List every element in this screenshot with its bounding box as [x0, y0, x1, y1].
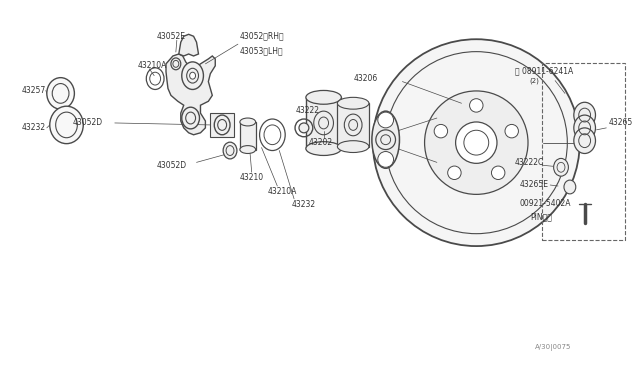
- Circle shape: [424, 91, 528, 195]
- Ellipse shape: [214, 115, 230, 135]
- Text: 43232: 43232: [21, 124, 45, 132]
- Bar: [240, 122, 255, 150]
- Text: A/30|0075: A/30|0075: [536, 344, 572, 351]
- Bar: [211, 113, 234, 137]
- Circle shape: [373, 39, 580, 246]
- Circle shape: [378, 112, 394, 128]
- Ellipse shape: [223, 142, 237, 159]
- Ellipse shape: [240, 145, 255, 154]
- Text: 43265: 43265: [608, 118, 632, 128]
- Circle shape: [299, 123, 309, 133]
- Bar: [306, 97, 341, 148]
- Text: 43222: 43222: [296, 106, 320, 115]
- Text: 43222C: 43222C: [515, 158, 544, 167]
- Ellipse shape: [182, 107, 200, 129]
- Text: 43206: 43206: [353, 74, 378, 83]
- Text: 43232: 43232: [292, 200, 316, 209]
- Circle shape: [448, 166, 461, 180]
- Ellipse shape: [337, 97, 369, 109]
- Ellipse shape: [564, 180, 576, 194]
- Ellipse shape: [50, 106, 83, 144]
- Circle shape: [492, 166, 505, 180]
- Text: 43210A: 43210A: [138, 61, 167, 70]
- Text: 43052D: 43052D: [156, 161, 186, 170]
- Text: 43052〈RH〉: 43052〈RH〉: [240, 32, 285, 41]
- Ellipse shape: [240, 118, 255, 126]
- Polygon shape: [179, 34, 198, 56]
- Text: (2): (2): [529, 77, 540, 84]
- Polygon shape: [166, 54, 215, 135]
- Ellipse shape: [574, 102, 595, 128]
- Text: 43053〈LH〉: 43053〈LH〉: [240, 46, 284, 55]
- Ellipse shape: [171, 58, 180, 70]
- Ellipse shape: [182, 62, 204, 89]
- Circle shape: [464, 130, 489, 155]
- Text: 43210A: 43210A: [268, 187, 297, 196]
- Text: 43202: 43202: [309, 138, 333, 147]
- Circle shape: [434, 124, 447, 138]
- Ellipse shape: [372, 111, 399, 168]
- Text: 43257: 43257: [21, 86, 45, 95]
- Circle shape: [378, 151, 394, 167]
- Text: Ⓝ 08911-6241A: Ⓝ 08911-6241A: [515, 66, 573, 75]
- Bar: [337, 103, 369, 147]
- Circle shape: [470, 99, 483, 112]
- Text: 43210: 43210: [240, 173, 264, 182]
- Ellipse shape: [554, 158, 568, 176]
- Ellipse shape: [337, 141, 369, 153]
- Circle shape: [505, 124, 518, 138]
- Ellipse shape: [306, 90, 341, 104]
- Text: 00921-5402A: 00921-5402A: [520, 199, 571, 208]
- Text: 43052E: 43052E: [156, 32, 185, 41]
- Text: 43265E: 43265E: [520, 180, 548, 189]
- Circle shape: [456, 122, 497, 163]
- Text: 43052D: 43052D: [72, 118, 102, 128]
- Ellipse shape: [306, 142, 341, 155]
- Ellipse shape: [189, 72, 196, 79]
- Text: PINビン: PINビン: [531, 212, 552, 221]
- Ellipse shape: [574, 115, 595, 141]
- Ellipse shape: [47, 78, 74, 109]
- Ellipse shape: [574, 128, 595, 154]
